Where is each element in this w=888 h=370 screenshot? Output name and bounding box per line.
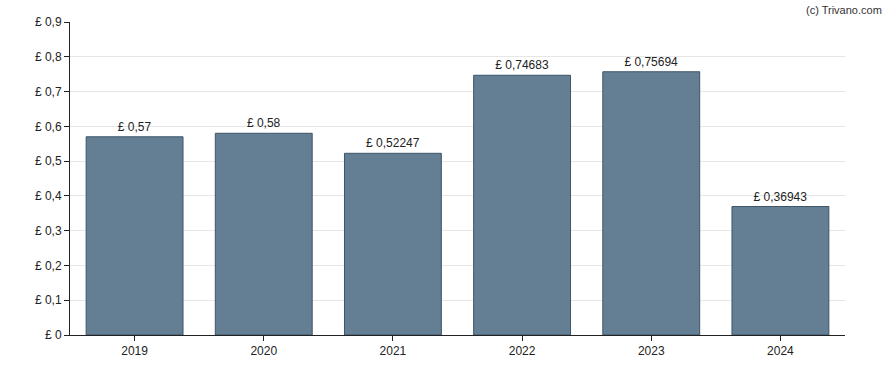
svg-text:£ 0,5: £ 0,5 bbox=[35, 154, 62, 168]
svg-text:2022: 2022 bbox=[509, 344, 536, 358]
svg-text:£ 0,74683: £ 0,74683 bbox=[495, 58, 549, 72]
svg-text:2019: 2019 bbox=[121, 344, 148, 358]
svg-text:2024: 2024 bbox=[767, 344, 794, 358]
svg-text:£ 0,1: £ 0,1 bbox=[35, 293, 62, 307]
svg-text:£ 0,7: £ 0,7 bbox=[35, 85, 62, 99]
svg-text:£ 0,36943: £ 0,36943 bbox=[754, 190, 808, 204]
svg-text:£ 0,8: £ 0,8 bbox=[35, 50, 62, 64]
svg-text:£ 0,9: £ 0,9 bbox=[35, 15, 62, 29]
svg-text:2020: 2020 bbox=[250, 344, 277, 358]
svg-text:£ 0,57: £ 0,57 bbox=[118, 120, 152, 134]
svg-text:£ 0,6: £ 0,6 bbox=[35, 120, 62, 134]
svg-text:£ 0,4: £ 0,4 bbox=[35, 189, 62, 203]
svg-text:2023: 2023 bbox=[638, 344, 665, 358]
svg-text:£ 0,2: £ 0,2 bbox=[35, 259, 62, 273]
svg-text:(c) Trivano.com: (c) Trivano.com bbox=[806, 4, 882, 16]
svg-text:£ 0,75694: £ 0,75694 bbox=[624, 55, 678, 69]
svg-text:£ 0: £ 0 bbox=[45, 328, 62, 342]
svg-text:£ 0,52247: £ 0,52247 bbox=[366, 136, 420, 150]
svg-text:2021: 2021 bbox=[380, 344, 407, 358]
svg-text:£ 0,58: £ 0,58 bbox=[247, 116, 281, 130]
svg-text:£ 0,3: £ 0,3 bbox=[35, 224, 62, 238]
